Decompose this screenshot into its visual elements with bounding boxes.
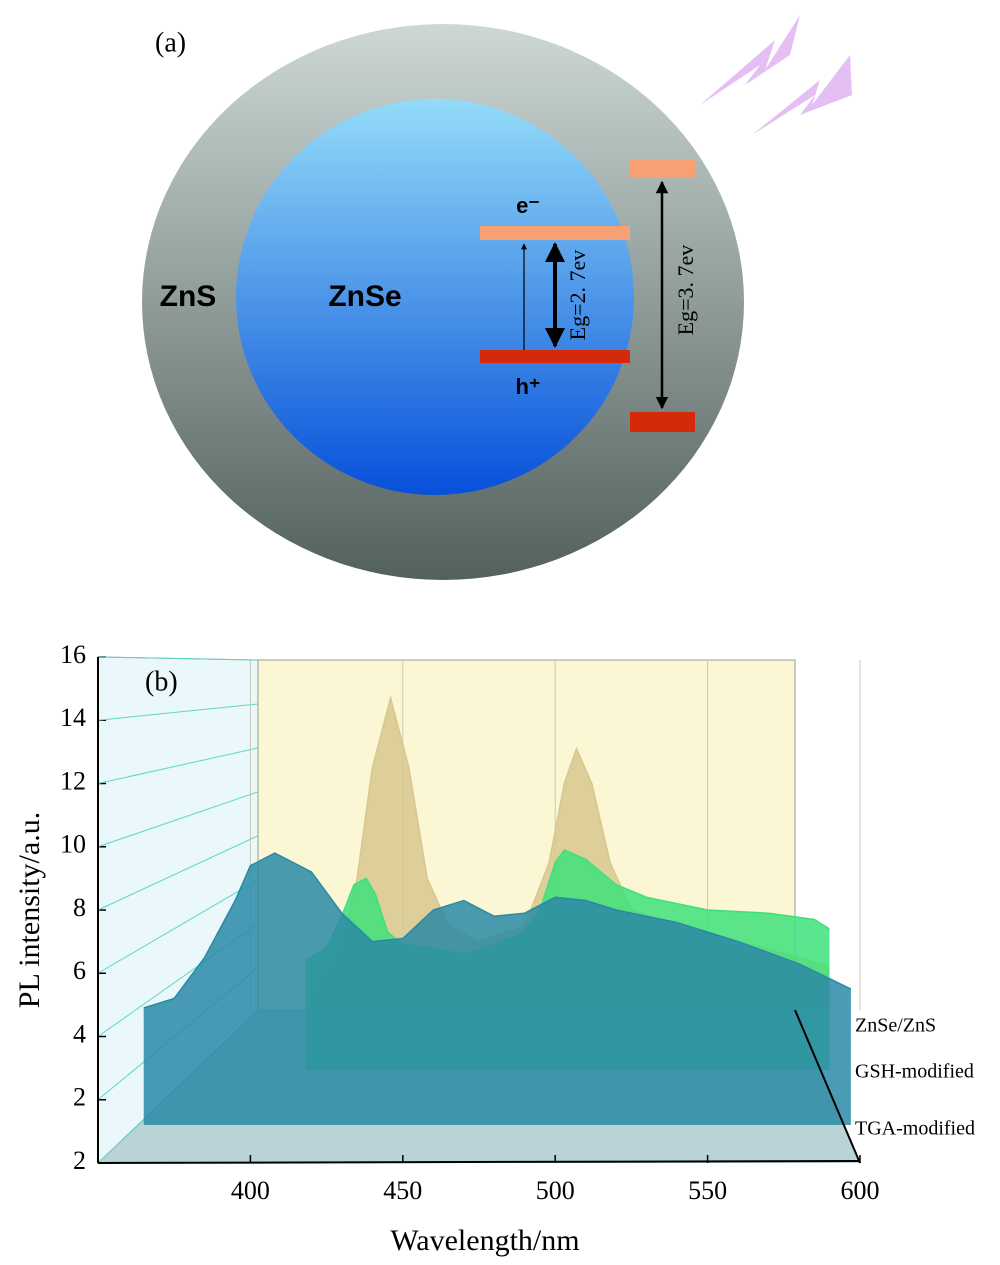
y-tick-label: 2 <box>73 1146 86 1175</box>
y-tick-label: 2 <box>73 1083 86 1112</box>
x-tick-label: 450 <box>383 1176 422 1205</box>
depth-axis <box>794 1009 861 1164</box>
light-bolt <box>700 15 800 105</box>
area-fill <box>143 853 851 1125</box>
legend-label: ZnSe/ZnS <box>855 1015 936 1037</box>
x-tick-label: 500 <box>536 1176 575 1205</box>
grid-line <box>97 703 259 721</box>
electron-label: e⁻ <box>516 193 540 218</box>
x-axis <box>97 1160 861 1164</box>
series-line <box>143 852 852 1009</box>
gap-label: Eg=3. 7ev <box>673 245 698 336</box>
grid-line <box>97 835 259 911</box>
y-tick-label: 10 <box>60 830 86 859</box>
grid-line <box>97 879 259 974</box>
legend-label: GSH-modified <box>855 1061 974 1083</box>
light-bolt <box>752 55 852 135</box>
hole-label: h⁺ <box>515 374 540 399</box>
shell-conduction-band <box>630 160 695 178</box>
core <box>236 99 634 495</box>
grid-line <box>97 747 259 784</box>
x-tick-label: 400 <box>231 1176 270 1205</box>
legend-label: TGA-modified <box>855 1118 975 1140</box>
panel-b: (b) PL intensity/a.u. Wavelength/nm 2 2 4 6… <box>13 640 975 1257</box>
panel-label: (b) <box>145 666 178 697</box>
y-tick-label: 14 <box>60 703 86 732</box>
y-tick-label: 16 <box>60 640 86 669</box>
y-axis-label: PL intensity/a.u. <box>13 812 46 1008</box>
y-tick-label: 8 <box>73 893 86 922</box>
x-axis-label: Wavelength/nm <box>390 1224 579 1257</box>
panel-label: (a) <box>155 27 186 58</box>
gap-label: Eg=2. 7ev <box>565 250 590 341</box>
y-tick-label: 6 <box>73 956 86 985</box>
grid-line <box>97 656 259 661</box>
shell-valence-band <box>630 412 695 432</box>
x-tick-label: 550 <box>688 1176 727 1205</box>
panel-a: (a) ZnS ZnSe e⁻ h⁺ Eg=2. 7ev Eg=3. 7ev <box>142 15 852 580</box>
valence-band <box>480 350 630 363</box>
y-tick-label: 12 <box>60 766 86 795</box>
shell-label: ZnS <box>160 280 217 313</box>
core-label: ZnSe <box>328 280 401 313</box>
grid-line <box>97 791 259 848</box>
x-tick-label: 600 <box>841 1176 880 1205</box>
y-tick-label: 4 <box>73 1019 86 1048</box>
conduction-band <box>480 226 630 240</box>
